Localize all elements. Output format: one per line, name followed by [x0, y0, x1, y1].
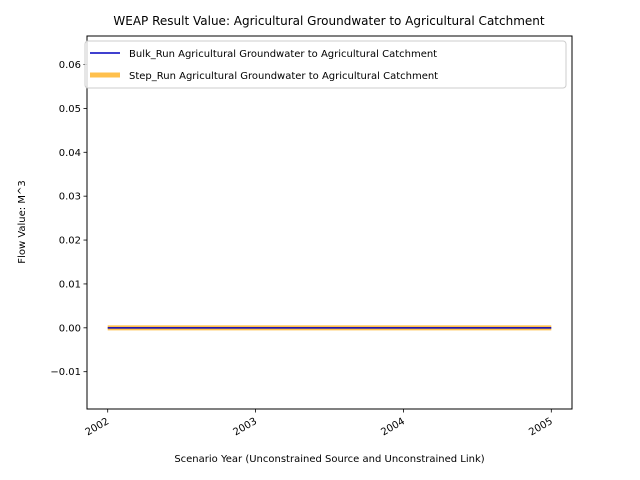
x-axis-title: Scenario Year (Unconstrained Source and …: [174, 454, 484, 465]
y-tick-label: 0.01: [59, 279, 81, 290]
y-tick-label: 0.03: [59, 192, 81, 203]
y-tick-label: 0.02: [59, 236, 81, 247]
y-tick-label: −0.01: [50, 367, 81, 378]
y-axis-title: Flow Value: M^3: [17, 180, 28, 263]
chart-title: WEAP Result Value: Agricultural Groundwa…: [113, 14, 544, 28]
y-tick-label: 0.05: [59, 104, 81, 115]
legend: Bulk_Run Agricultural Groundwater to Agr…: [84, 40, 567, 89]
y-axis: −0.01 0.00 0.01 0.02 0.03 0.04 0.05 0.06: [50, 60, 87, 378]
y-tick-label: 0.06: [59, 60, 81, 71]
legend-box: [84, 40, 567, 89]
y-tick-label: 0.00: [59, 323, 81, 334]
legend-label-step-run: Step_Run Agricultural Groundwater to Agr…: [129, 71, 438, 82]
plot-frame: [86, 35, 573, 410]
legend-label-bulk-run: Bulk_Run Agricultural Groundwater to Agr…: [129, 49, 437, 60]
y-tick-label: 0.04: [59, 148, 81, 159]
